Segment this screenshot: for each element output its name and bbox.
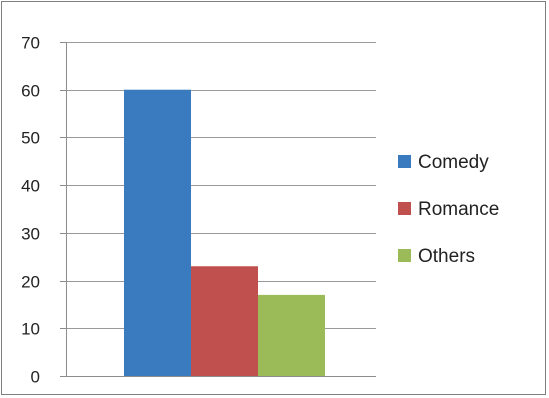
legend: Comedy Romance Others [398,152,499,267]
y-axis: 0 10 20 30 40 50 60 70 [21,34,66,387]
y-tick-label: 70 [21,34,40,53]
legend-swatch-others [398,249,411,262]
legend-label-others: Others [418,246,475,267]
bar-comedy [124,90,191,376]
y-tick-label: 10 [21,320,40,339]
y-tick-label: 50 [21,129,40,148]
y-tick-label: 20 [21,273,40,292]
legend-label-comedy: Comedy [418,152,489,173]
y-tick-label: 60 [21,82,40,101]
legend-label-romance: Romance [418,199,499,220]
bar-romance [191,266,258,376]
legend-swatch-comedy [398,155,411,168]
bar-others [258,295,325,376]
y-tick-label: 30 [21,225,40,244]
bars [124,90,325,376]
y-tick-label: 40 [21,177,40,196]
legend-swatch-romance [398,202,411,215]
y-tick-label: 0 [31,368,40,387]
